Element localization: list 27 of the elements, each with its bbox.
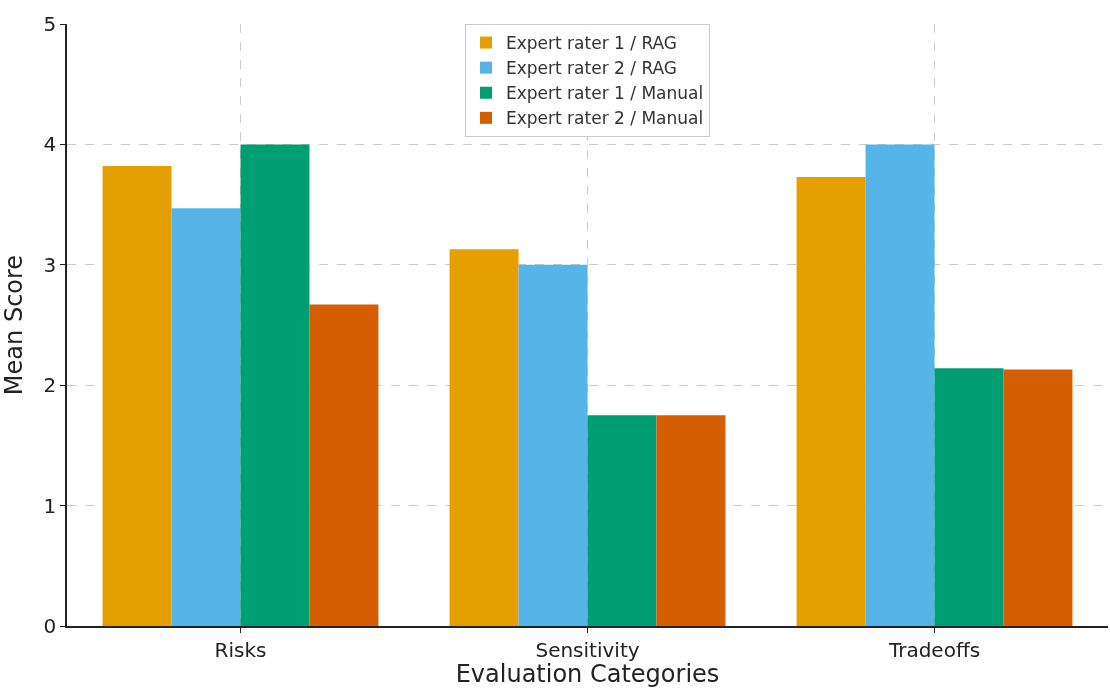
bar — [240, 144, 310, 626]
y-tick-label: 1 — [43, 493, 57, 518]
x-tick-label: Risks — [214, 637, 267, 662]
legend-label: Expert rater 1 / Manual — [506, 83, 704, 104]
bar — [518, 264, 588, 626]
legend-label: Expert rater 2 / RAG — [506, 58, 678, 79]
y-axis-title: Mean Score — [0, 254, 28, 396]
bar — [796, 176, 866, 626]
x-axis-title: Evaluation Categories — [455, 660, 720, 688]
bar — [865, 144, 935, 626]
bar — [656, 415, 726, 626]
bar — [934, 368, 1004, 626]
y-tick-label: 3 — [43, 252, 57, 277]
y-tick-label: 4 — [43, 132, 57, 157]
y-tick-label: 2 — [43, 373, 57, 398]
bar — [587, 415, 657, 626]
legend-label: Expert rater 1 / RAG — [506, 33, 678, 54]
bar — [171, 208, 241, 626]
bar — [1003, 369, 1073, 626]
bar — [102, 166, 172, 626]
y-tick-label: 5 — [43, 12, 57, 36]
bar — [309, 304, 379, 626]
y-tick-label: 0 — [43, 614, 57, 638]
legend-label: Expert rater 2 / Manual — [506, 108, 704, 129]
x-tick-label: Tradeoffs — [887, 637, 981, 662]
bar — [449, 249, 519, 626]
x-tick-label: Sensitivity — [535, 637, 640, 662]
